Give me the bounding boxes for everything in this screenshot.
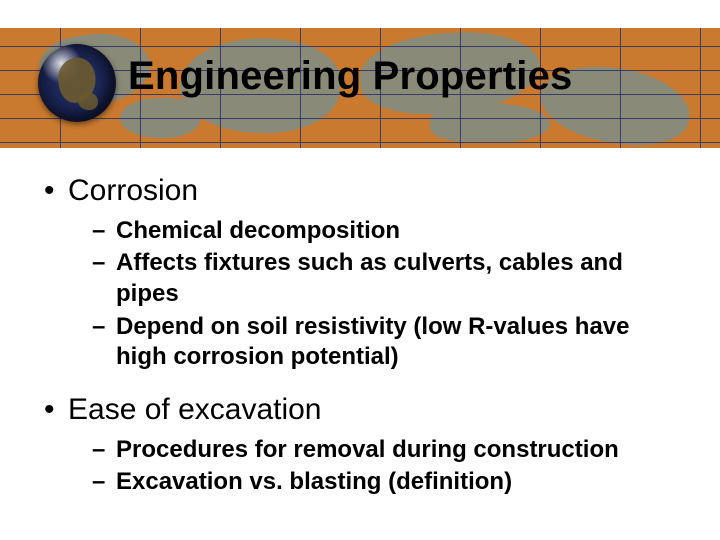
- banner: Engineering Properties: [0, 28, 720, 148]
- sub-bullet-list: Chemical decomposition Affects fixtures …: [92, 216, 680, 374]
- map-landmass: [430, 103, 550, 143]
- map-gridline: [700, 28, 701, 148]
- sub-bullet-item: Excavation vs. blasting (definition): [92, 467, 680, 498]
- map-gridline: [620, 28, 621, 148]
- slide-title: Engineering Properties: [128, 54, 573, 99]
- map-gridline: [0, 142, 720, 143]
- bullet-item: Corrosion Chemical decomposition Affects…: [40, 172, 680, 373]
- sub-bullet-list: Procedures for removal during constructi…: [92, 435, 680, 498]
- sub-bullet-item: Depend on soil resistivity (low R-values…: [92, 312, 680, 373]
- map-gridline: [0, 118, 720, 119]
- sub-bullet-item: Procedures for removal during constructi…: [92, 435, 680, 466]
- map-gridline: [0, 46, 720, 47]
- slide: Engineering Properties Corrosion Chemica…: [0, 0, 720, 540]
- bullet-text: Corrosion: [68, 174, 198, 207]
- slide-body: Corrosion Chemical decomposition Affects…: [40, 172, 680, 516]
- bullet-item: Ease of excavation Procedures for remova…: [40, 391, 680, 498]
- sub-bullet-item: Affects fixtures such as culverts, cable…: [92, 248, 680, 309]
- bullet-text: Ease of excavation: [68, 393, 322, 426]
- bullet-list: Corrosion Chemical decomposition Affects…: [40, 172, 680, 498]
- globe-icon: [38, 44, 116, 122]
- sub-bullet-item: Chemical decomposition: [92, 216, 680, 247]
